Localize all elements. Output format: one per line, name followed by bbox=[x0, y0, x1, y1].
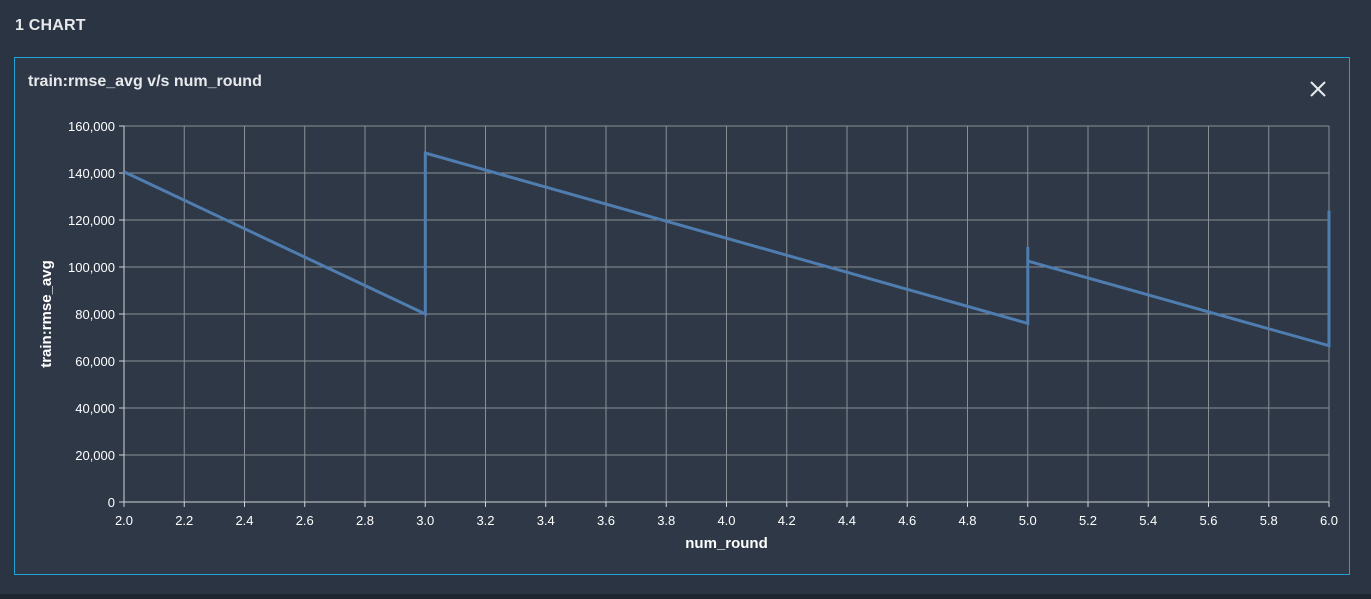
x-tick-label: 2.2 bbox=[175, 513, 193, 528]
y-tick-label: 140,000 bbox=[68, 166, 115, 181]
y-tick-label: 100,000 bbox=[68, 260, 115, 275]
x-tick-label: 4.4 bbox=[838, 513, 856, 528]
y-tick-label: 60,000 bbox=[75, 354, 115, 369]
x-tick-label: 6.0 bbox=[1320, 513, 1338, 528]
x-tick-label: 5.0 bbox=[1019, 513, 1037, 528]
chart-title: train:rmse_avg v/s num_round bbox=[28, 73, 262, 90]
x-tick-label: 4.8 bbox=[958, 513, 976, 528]
bottom-bar bbox=[0, 594, 1371, 599]
x-tick-label: 4.0 bbox=[717, 513, 735, 528]
x-tick-label: 3.6 bbox=[597, 513, 615, 528]
y-tick-label: 0 bbox=[108, 495, 115, 510]
series-line bbox=[123, 151, 1331, 348]
x-tick-label: 3.0 bbox=[416, 513, 434, 528]
chart-panel: train:rmse_avg v/s num_round bbox=[14, 57, 1350, 575]
y-tick-label: 160,000 bbox=[68, 119, 115, 134]
x-tick-label: 3.2 bbox=[476, 513, 494, 528]
y-axis-label: train:rmse_avg bbox=[38, 260, 55, 368]
x-axis-label: num_round bbox=[685, 535, 768, 552]
y-tick-label: 20,000 bbox=[75, 448, 115, 463]
x-tick-label: 2.6 bbox=[296, 513, 314, 528]
x-tick-label: 5.8 bbox=[1260, 513, 1278, 528]
x-tick-label: 2.4 bbox=[235, 513, 253, 528]
x-tick-label: 5.2 bbox=[1079, 513, 1097, 528]
close-button[interactable] bbox=[1307, 78, 1329, 100]
y-tick-label: 80,000 bbox=[75, 307, 115, 322]
x-tick-label: 5.6 bbox=[1199, 513, 1217, 528]
x-tick-label: 2.8 bbox=[356, 513, 374, 528]
x-tick-label: 5.4 bbox=[1139, 513, 1157, 528]
y-tick-label: 40,000 bbox=[75, 401, 115, 416]
x-tick-label: 3.4 bbox=[537, 513, 555, 528]
x-tick-label: 4.2 bbox=[778, 513, 796, 528]
section-header: 1 CHART bbox=[15, 17, 86, 34]
x-tick-label: 3.8 bbox=[657, 513, 675, 528]
close-icon bbox=[1310, 81, 1326, 97]
x-tick-label: 2.0 bbox=[115, 513, 133, 528]
y-tick-label: 120,000 bbox=[68, 213, 115, 228]
x-tick-label: 4.6 bbox=[898, 513, 916, 528]
